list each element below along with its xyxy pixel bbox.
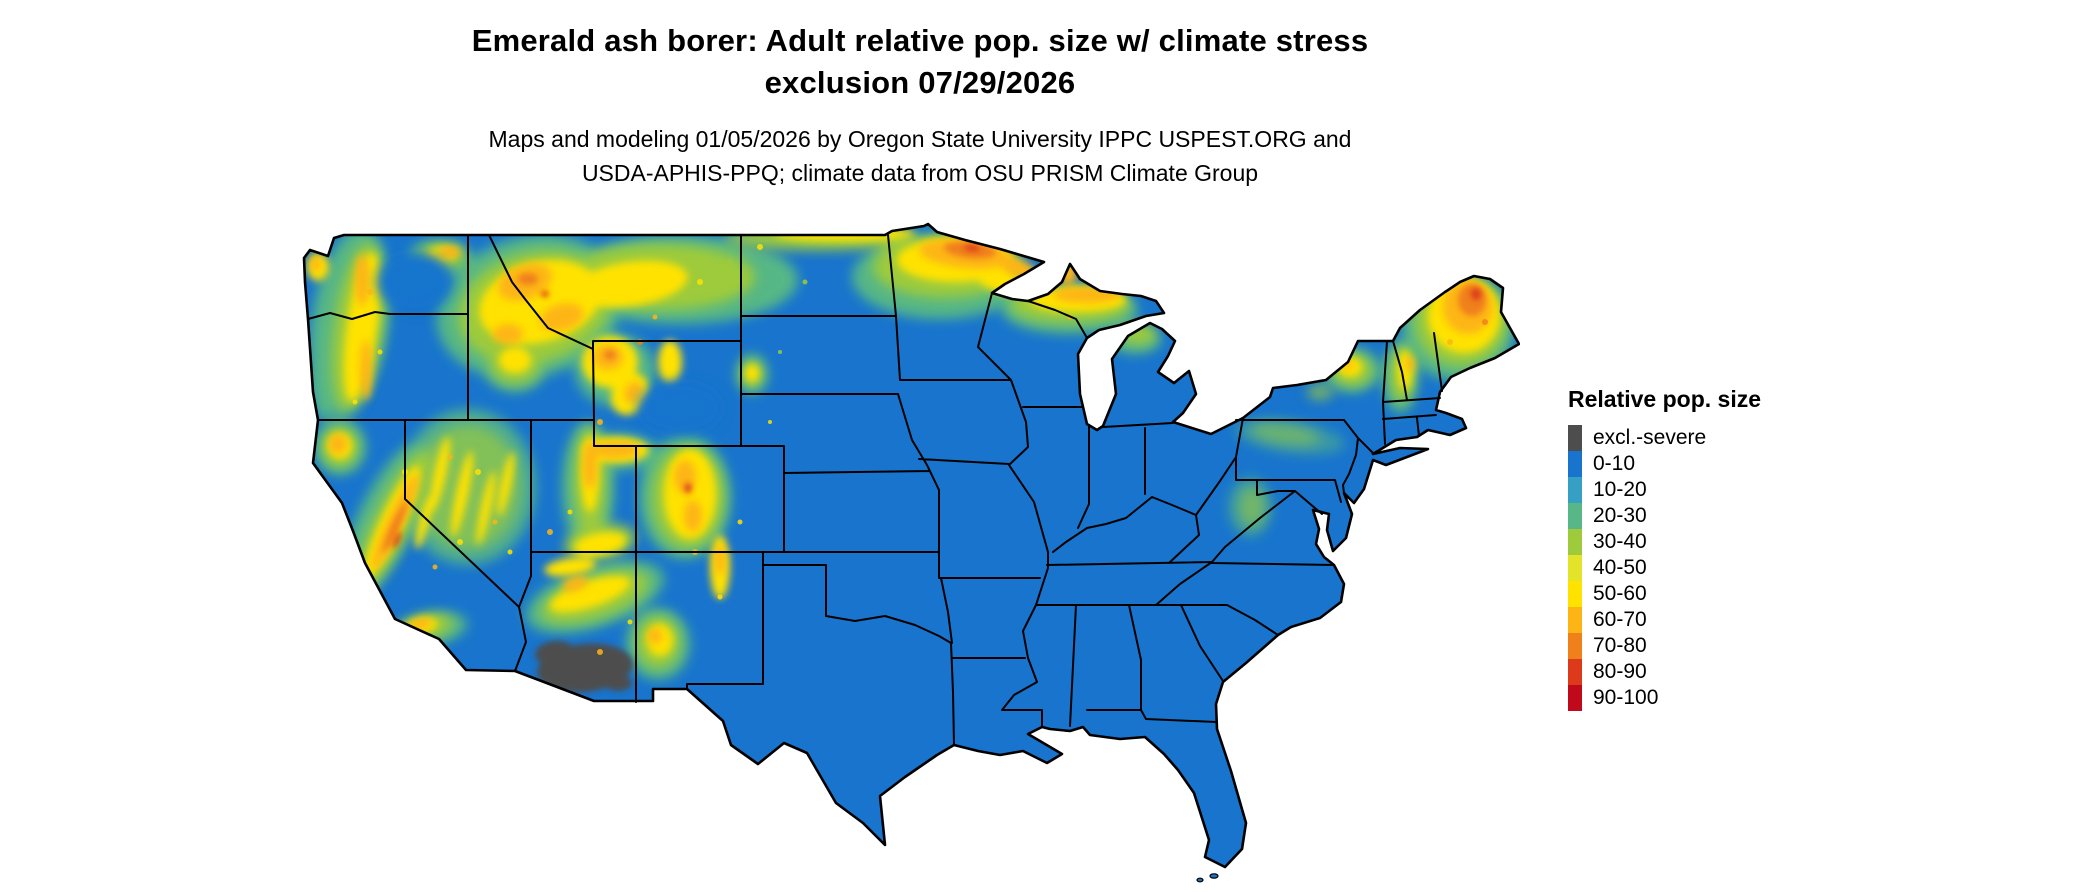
legend-row: 20-30 xyxy=(1568,503,1868,529)
exclusion-zone xyxy=(535,640,633,693)
florida-key xyxy=(1209,873,1219,879)
legend-swatch xyxy=(1568,451,1582,477)
legend-swatch xyxy=(1568,529,1582,555)
legend: Relative pop. size excl.-severe 0-10 10-… xyxy=(1568,386,1868,711)
legend-row: 70-80 xyxy=(1568,633,1868,659)
legend-swatch xyxy=(1568,555,1582,581)
legend-swatch xyxy=(1568,685,1582,711)
subtitle-line-1: Maps and modeling 01/05/2026 by Oregon S… xyxy=(488,126,1352,152)
legend-label: 40-50 xyxy=(1593,556,1647,579)
legend-title: Relative pop. size xyxy=(1568,386,1762,412)
subtitle-line-2: USDA-APHIS-PPQ; climate data from OSU PR… xyxy=(581,160,1259,186)
legend-row: 60-70 xyxy=(1568,607,1868,633)
legend-row: 50-60 xyxy=(1568,581,1868,607)
legend-label: 60-70 xyxy=(1593,608,1647,631)
page-subtitle: Maps and modeling 01/05/2026 by Oregon S… xyxy=(0,122,1840,190)
us-map xyxy=(300,222,1521,887)
legend-label: 30-40 xyxy=(1593,530,1647,553)
legend-row: 0-10 xyxy=(1568,451,1868,477)
legend-swatch xyxy=(1568,659,1582,685)
legend-row: excl.-severe xyxy=(1568,425,1868,451)
legend-row: 40-50 xyxy=(1568,555,1868,581)
map-svg xyxy=(302,222,1521,883)
florida-keys xyxy=(1196,873,1219,883)
state-borders xyxy=(307,234,1443,746)
legend-row: 90-100 xyxy=(1568,685,1868,711)
title-line-1: Emerald ash borer: Adult relative pop. s… xyxy=(471,23,1369,58)
legend-label: 10-20 xyxy=(1593,478,1647,501)
florida-key xyxy=(1196,877,1204,883)
legend-label: 50-60 xyxy=(1593,582,1647,605)
heatmap-overlay xyxy=(307,226,1514,693)
legend-swatch xyxy=(1568,607,1582,633)
heat-speckles xyxy=(352,244,1488,655)
legend-rows: excl.-severe 0-10 10-20 20-30 30-40 40-5… xyxy=(1568,425,1868,711)
legend-row: 10-20 xyxy=(1568,477,1868,503)
legend-label: 80-90 xyxy=(1593,660,1647,683)
legend-label: 70-80 xyxy=(1593,634,1647,657)
legend-swatch xyxy=(1568,503,1582,529)
legend-swatch xyxy=(1568,633,1582,659)
legend-swatch xyxy=(1568,425,1582,451)
legend-row: 80-90 xyxy=(1568,659,1868,685)
legend-row: 30-40 xyxy=(1568,529,1868,555)
legend-label: 90-100 xyxy=(1593,686,1659,709)
page-title: Emerald ash borer: Adult relative pop. s… xyxy=(0,20,1840,104)
legend-label: 0-10 xyxy=(1593,452,1636,475)
legend-swatch xyxy=(1568,477,1582,503)
title-line-2: exclusion 07/29/2026 xyxy=(764,65,1076,100)
legend-label: 20-30 xyxy=(1593,504,1647,527)
legend-swatch xyxy=(1568,581,1582,607)
legend-label: excl.-severe xyxy=(1593,426,1707,449)
